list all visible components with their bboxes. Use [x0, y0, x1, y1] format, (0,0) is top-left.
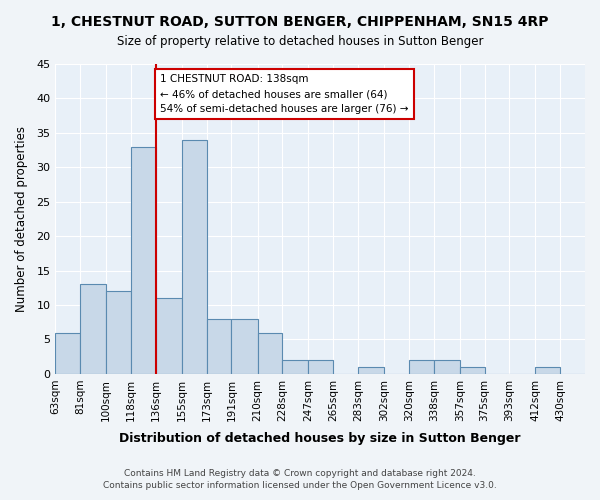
- Bar: [232, 319, 257, 374]
- Bar: [409, 360, 434, 374]
- Bar: [434, 360, 460, 374]
- Y-axis label: Number of detached properties: Number of detached properties: [15, 126, 28, 312]
- X-axis label: Distribution of detached houses by size in Sutton Benger: Distribution of detached houses by size …: [119, 432, 521, 445]
- Bar: [106, 292, 131, 374]
- Bar: [206, 319, 232, 374]
- Bar: [156, 298, 182, 374]
- Bar: [460, 367, 485, 374]
- Text: Size of property relative to detached houses in Sutton Benger: Size of property relative to detached ho…: [117, 35, 483, 48]
- Bar: [80, 284, 106, 374]
- Bar: [283, 360, 308, 374]
- Bar: [535, 367, 560, 374]
- Bar: [131, 146, 156, 374]
- Bar: [358, 367, 384, 374]
- Bar: [308, 360, 333, 374]
- Bar: [55, 332, 80, 374]
- Bar: [257, 332, 283, 374]
- Text: 1, CHESTNUT ROAD, SUTTON BENGER, CHIPPENHAM, SN15 4RP: 1, CHESTNUT ROAD, SUTTON BENGER, CHIPPEN…: [51, 15, 549, 29]
- Bar: [182, 140, 206, 374]
- Text: 1 CHESTNUT ROAD: 138sqm
← 46% of detached houses are smaller (64)
54% of semi-de: 1 CHESTNUT ROAD: 138sqm ← 46% of detache…: [160, 74, 409, 114]
- Text: Contains HM Land Registry data © Crown copyright and database right 2024.
Contai: Contains HM Land Registry data © Crown c…: [103, 468, 497, 490]
